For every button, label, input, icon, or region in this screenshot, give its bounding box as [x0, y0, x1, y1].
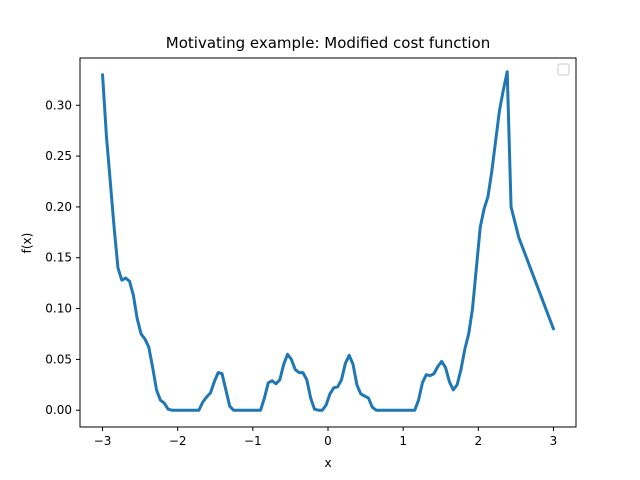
- x-tick-label: −3: [94, 434, 112, 448]
- x-tick-label: 3: [550, 434, 558, 448]
- y-axis: 0.00 0.05 0.10 0.15 0.20 0.25 0.30: [45, 98, 80, 417]
- y-tick-label: 0.20: [45, 200, 72, 214]
- x-tick-label: −1: [244, 434, 262, 448]
- y-tick-label: 0.10: [45, 302, 72, 316]
- x-axis: −3 −2 −1 0 1 2 3: [94, 427, 558, 448]
- y-axis-label: f(x): [20, 233, 34, 254]
- x-tick-label: 0: [324, 434, 332, 448]
- x-axis-label: x: [324, 456, 331, 470]
- x-tick-label: −2: [169, 434, 187, 448]
- x-tick-label: 1: [399, 434, 407, 448]
- series-line-0: [101, 70, 555, 412]
- y-tick-label: 0.15: [45, 251, 72, 265]
- y-tick-label: 0.00: [45, 403, 72, 417]
- x-tick-label: 2: [474, 434, 482, 448]
- legend-box: [557, 63, 570, 76]
- chart-title: Motivating example: Modified cost functi…: [166, 34, 490, 52]
- y-tick-label: 0.30: [45, 98, 72, 112]
- y-tick-label: 0.25: [45, 149, 72, 163]
- y-tick-label: 0.05: [45, 352, 72, 366]
